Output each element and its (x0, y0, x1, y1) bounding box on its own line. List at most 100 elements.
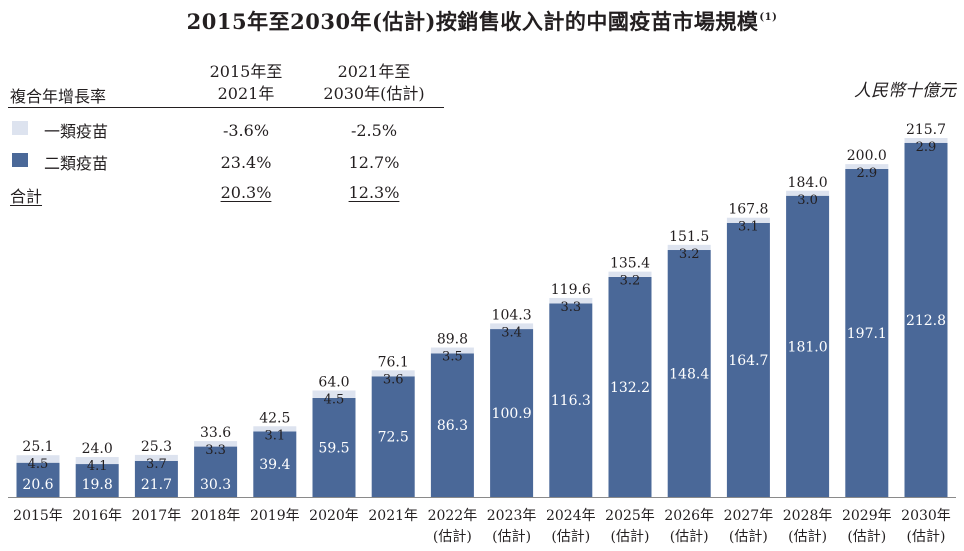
x-tick-label-13: 2028年 (783, 508, 833, 524)
type2-label-14: 197.1 (847, 326, 887, 342)
bar-type1-11 (667, 244, 711, 251)
total-label-6: 76.1 (378, 354, 409, 370)
cagr-total-2015-2021: 20.3% (196, 183, 296, 202)
type2-label-4: 39.4 (259, 457, 290, 473)
bar-type2-11 (667, 250, 711, 497)
x-tick-label-5: 2020年 (309, 508, 359, 524)
bar-type1-3 (194, 441, 238, 447)
bar-type2-0 (16, 462, 60, 497)
bar-type2-4 (253, 431, 297, 497)
total-label-14: 200.0 (847, 148, 887, 164)
x-tick-note-13: (估計) (788, 529, 827, 545)
type1-label-7: 3.5 (442, 350, 463, 365)
chart-title: 2015年至2030年(估計)按銷售收入計的中國疫苗市場規模(1) (0, 6, 964, 36)
type1-label-12: 3.1 (738, 220, 759, 235)
bar-type2-3 (194, 446, 238, 497)
bar-type1-15 (904, 138, 948, 143)
total-label-8: 104.3 (492, 307, 532, 323)
bar-type2-13 (786, 195, 830, 497)
bar-type1-0 (16, 455, 60, 463)
bar-type1-9 (549, 297, 593, 304)
x-tick-label-6: 2021年 (368, 508, 418, 524)
legend-swatch-type2 (12, 153, 28, 167)
cagr-col2-header-line2: 2030年(估計) (323, 84, 425, 103)
bar-type1-1 (75, 457, 119, 465)
bar-type1-13 (786, 190, 830, 196)
legend-label-type2: 二類疫苗 (44, 154, 109, 173)
legend-swatch-type1 (12, 121, 28, 135)
total-label-12: 167.8 (728, 202, 768, 218)
total-label-3: 33.6 (200, 425, 231, 441)
x-tick-label-10: 2025年 (605, 508, 655, 524)
x-tick-note-11: (估計) (670, 529, 709, 545)
bar-type2-5 (312, 397, 356, 497)
type1-label-13: 3.0 (797, 193, 818, 208)
type1-label-15: 2.9 (916, 140, 937, 155)
x-tick-note-10: (估計) (611, 529, 650, 545)
bar-type1-12 (726, 217, 770, 223)
cagr-total-label: 合計 (10, 187, 43, 206)
bar-type2-1 (75, 464, 119, 497)
bar-type1-6 (371, 370, 415, 377)
x-tick-note-9: (估計) (551, 529, 590, 545)
x-tick-label-1: 2016年 (72, 508, 122, 524)
cagr-col2-header: 2021年至 2030年(估計) (304, 61, 444, 105)
cagr-col2-header-line1: 2021年至 (337, 62, 411, 81)
x-tick-label-12: 2027年 (724, 508, 774, 524)
type2-label-11: 148.4 (669, 367, 709, 383)
total-label-5: 64.0 (318, 374, 349, 390)
type1-label-5: 4.5 (324, 392, 345, 407)
type2-label-7: 86.3 (437, 418, 468, 434)
total-label-9: 119.6 (551, 282, 591, 298)
x-tick-label-7: 2022年 (428, 508, 478, 524)
bar-type1-2 (134, 454, 178, 461)
cagr-type2-2015-2021: 23.4% (220, 153, 272, 172)
x-tick-label-2: 2017年 (132, 508, 182, 524)
bar-type2-8 (490, 329, 534, 497)
cagr-col1-header-line2: 2021年 (217, 84, 275, 103)
total-label-2: 25.3 (141, 439, 172, 455)
x-tick-label-8: 2023年 (487, 508, 537, 524)
bar-type2-10 (608, 276, 652, 497)
x-tick-label-4: 2019年 (250, 508, 300, 524)
bar-type1-7 (430, 347, 474, 354)
cagr-col1-header-line1: 2015年至 (209, 62, 283, 81)
type2-label-1: 19.8 (82, 477, 113, 493)
type1-label-4: 3.1 (264, 428, 285, 443)
bar-type1-14 (845, 164, 889, 169)
x-tick-label-11: 2026年 (664, 508, 714, 524)
x-tick-note-7: (估計) (433, 529, 472, 545)
type2-label-10: 132.2 (610, 380, 650, 396)
title-footnote-marker: (1) (759, 12, 778, 23)
type1-label-14: 2.9 (856, 166, 877, 181)
bar-type2-6 (371, 376, 415, 497)
bar-type2-2 (134, 460, 178, 497)
total-label-4: 42.5 (259, 410, 290, 426)
bar-type2-15 (904, 142, 948, 498)
x-tick-label-15: 2030年 (901, 508, 951, 524)
type1-label-10: 3.2 (620, 274, 641, 289)
total-label-1: 24.0 (82, 441, 113, 457)
type1-label-11: 3.2 (679, 247, 700, 262)
x-tick-note-8: (估計) (492, 529, 531, 545)
type2-label-0: 20.6 (22, 477, 53, 493)
total-label-11: 151.5 (669, 229, 709, 245)
bar-type1-10 (608, 271, 652, 277)
bar-type1-8 (490, 323, 534, 330)
total-label-13: 184.0 (788, 175, 828, 191)
x-tick-note-15: (估計) (907, 529, 946, 545)
x-tick-note-12: (估計) (729, 529, 768, 545)
type2-label-5: 59.5 (318, 440, 349, 456)
bar-type1-5 (312, 390, 356, 398)
cagr-type1-2015-2021: -3.6% (222, 121, 270, 140)
type2-label-2: 21.7 (141, 477, 172, 493)
type1-label-2: 3.7 (146, 457, 167, 472)
type2-label-3: 30.3 (200, 477, 231, 493)
bar-type2-14 (845, 168, 889, 497)
cagr-total-2015-2021-value: 20.3% (220, 183, 272, 202)
cagr-header-rule (8, 107, 444, 108)
cagr-total-2021-2030: 12.3% (304, 183, 444, 202)
x-tick-label-0: 2015年 (13, 508, 63, 524)
type2-label-8: 100.9 (492, 406, 532, 422)
bar-type2-12 (726, 222, 770, 497)
